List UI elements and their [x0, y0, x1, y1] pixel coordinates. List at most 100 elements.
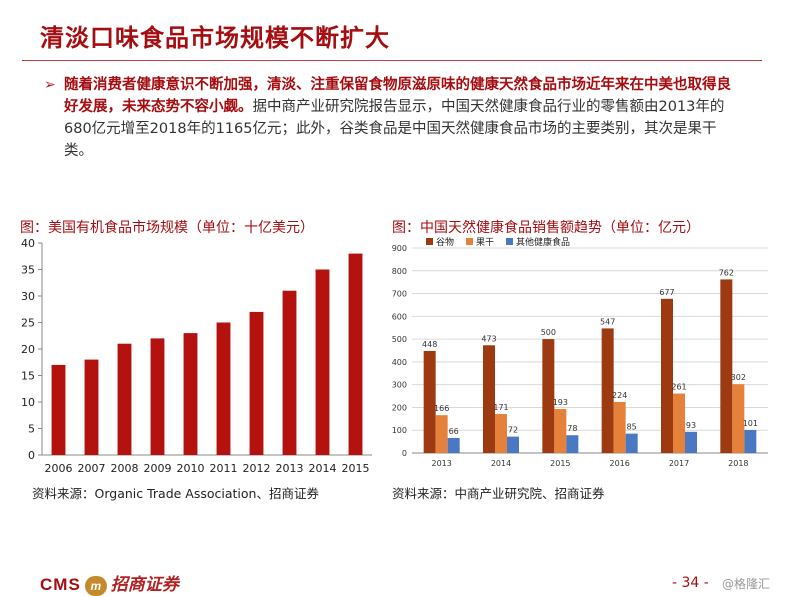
bar-2016-1	[613, 401, 626, 453]
data-label: 171	[493, 403, 508, 412]
legend-swatch	[426, 238, 433, 245]
bar-2014-0	[483, 345, 495, 453]
legend-label: 果干	[476, 237, 494, 248]
bar-2008	[117, 343, 132, 455]
bar-2017-2	[685, 431, 697, 453]
legend-swatch	[466, 238, 473, 245]
x-tick-label: 2014	[491, 459, 511, 468]
us-chart-title: 图：美国有机食品市场规模（单位：十亿美元）	[20, 220, 314, 236]
data-label: 72	[508, 426, 518, 435]
bar-2015-2	[566, 435, 579, 453]
y-tick-label: 600	[392, 312, 407, 321]
bar-2015-1	[554, 409, 567, 453]
page-number: - 34 -	[672, 575, 709, 591]
y-tick-label: 300	[392, 381, 407, 390]
bar-2012	[249, 311, 264, 455]
us-organic-bar-chart: 0 5 10 15 20 25 30 35 40 2006 2007 2008 2009 2010 2011…	[21, 237, 372, 475]
data-label: 93	[686, 421, 696, 430]
slide-title: 清淡口味食品市场规模不断扩大	[40, 24, 390, 52]
data-label: 66	[449, 427, 459, 436]
bar-2018-0	[720, 279, 733, 453]
bar-2007	[84, 359, 99, 455]
y-tick-label: 5	[28, 423, 35, 436]
data-label: 166	[434, 404, 449, 413]
bar-2014-1	[495, 414, 507, 453]
data-label: 85	[627, 423, 637, 432]
arrow-bullet-icon: ➢	[44, 77, 56, 93]
y-tick-label: 15	[21, 370, 35, 383]
y-tick-label: 20	[21, 343, 35, 356]
y-tick-label: 40	[21, 237, 35, 250]
data-label: 193	[553, 398, 568, 407]
bar-2014	[315, 269, 330, 455]
bar-2013-0	[423, 350, 436, 453]
x-tick-label: 2013	[431, 459, 451, 468]
y-tick-label: 100	[392, 426, 407, 435]
bar-2017-0	[661, 298, 673, 453]
logo-cms-text: CMS	[40, 575, 81, 594]
title-divider	[22, 60, 762, 61]
x-tick-label: 2006	[45, 462, 73, 475]
data-label: 101	[743, 419, 758, 428]
x-tick-label: 2008	[111, 462, 139, 475]
data-label: 547	[600, 317, 615, 326]
x-tick-label: 2010	[177, 462, 205, 475]
bar-2013-2	[447, 437, 460, 453]
x-tick-label: 2016	[609, 459, 629, 468]
data-label: 302	[731, 373, 746, 382]
bullet-body-text: 据中商产业研究院报告显示，中国天然健康食品行业的零售额由2013年的680亿元增…	[64, 99, 725, 159]
bar-2013-1	[435, 415, 448, 453]
bullet-bold-text: 随着消费者健康意识不断加强，清淡、注重保留食物原滋原味的健康天然食品市场近年来在…	[64, 77, 731, 115]
y-tick-label: 35	[21, 264, 35, 277]
data-label: 677	[659, 288, 674, 297]
y-tick-label: 0	[402, 449, 407, 458]
y-tick-label: 200	[392, 403, 407, 412]
x-tick-label: 2015	[342, 462, 370, 475]
legend-label: 其他健康食品	[516, 236, 570, 248]
bar-2018-2	[744, 429, 757, 453]
y-tick-label: 25	[21, 317, 35, 330]
bar-2015-0	[542, 339, 555, 453]
x-tick-label: 2018	[728, 459, 748, 468]
bar-2011	[216, 322, 231, 455]
data-label: 500	[541, 328, 556, 337]
legend-label: 谷物	[436, 236, 454, 248]
cms-logo: CMS m 招商证券	[40, 570, 179, 596]
bar-2015	[348, 253, 363, 455]
x-tick-label: 2014	[309, 462, 337, 475]
y-tick-label: 0	[28, 449, 35, 462]
data-label: 261	[671, 383, 686, 392]
x-tick-label: 2012	[243, 462, 271, 475]
us-chart-source: 资料来源：Organic Trade Association、招商证券	[32, 486, 319, 501]
bar-2017-1	[673, 393, 685, 453]
bullet-paragraph: ➢ 随着消费者健康意识不断加强，清淡、注重保留食物原滋原味的健康天然食品市场近年…	[44, 74, 734, 162]
y-tick-label: 800	[392, 267, 407, 276]
bar-2018-1	[732, 384, 745, 453]
data-label: 762	[719, 268, 734, 277]
y-tick-label: 900	[392, 244, 407, 253]
cn-health-food-bar-chart: 0 100 200 300 400 500 600 700 800 900 谷物 果干 其他健康食品 44…	[392, 236, 768, 468]
bar-2013	[282, 290, 297, 455]
y-tick-label: 10	[21, 396, 35, 409]
logo-company-name: 招商证券	[110, 575, 179, 594]
cn-chart-source: 资料来源：中商产业研究院、招商证券	[392, 486, 605, 501]
x-tick-label: 2007	[78, 462, 106, 475]
x-tick-label: 2013	[276, 462, 304, 475]
bar-2014-2	[507, 436, 519, 453]
bar-2006	[51, 364, 66, 455]
y-tick-label: 700	[392, 290, 407, 299]
bar-2016-0	[601, 328, 614, 453]
bar-2010	[183, 333, 198, 455]
logo-mark-icon: m	[84, 575, 107, 596]
y-tick-label: 500	[392, 335, 407, 344]
x-tick-label: 2017	[669, 459, 689, 468]
x-tick-label: 2011	[210, 462, 238, 475]
data-label: 78	[567, 424, 577, 433]
watermark: @格隆汇	[722, 577, 771, 591]
x-tick-label: 2015	[550, 459, 570, 468]
legend-swatch	[506, 238, 513, 245]
y-tick-label: 30	[21, 290, 35, 303]
y-tick-label: 400	[392, 358, 407, 367]
data-label: 224	[612, 391, 627, 400]
data-label: 473	[481, 334, 496, 343]
